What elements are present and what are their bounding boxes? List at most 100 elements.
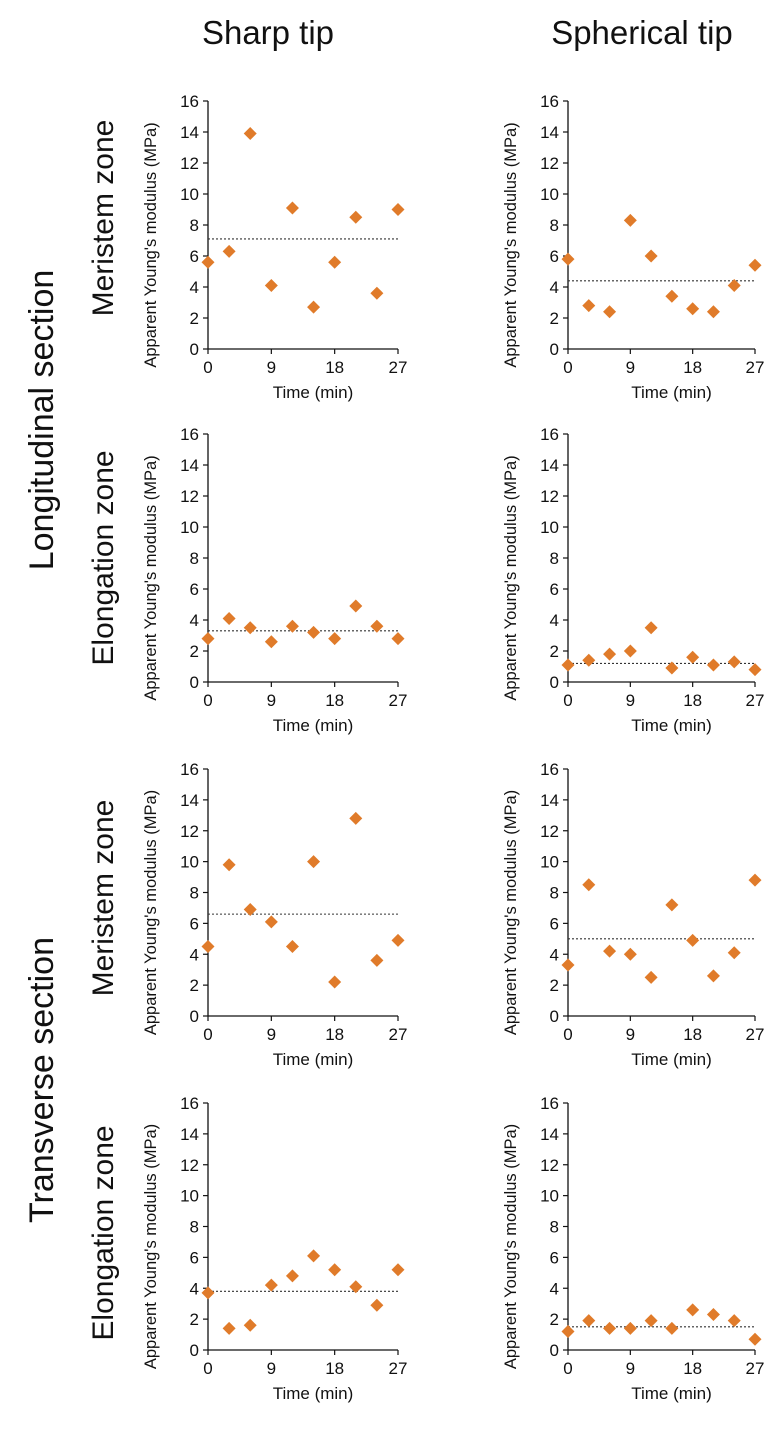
x-tick-label: 18	[683, 358, 702, 377]
data-point	[328, 255, 342, 269]
x-tick-label: 9	[267, 358, 276, 377]
y-tick-label: 10	[540, 518, 559, 537]
y-tick-label: 6	[550, 914, 559, 933]
data-point	[264, 1278, 278, 1292]
data-point	[644, 249, 658, 263]
data-point	[307, 625, 321, 639]
x-tick-label: 18	[325, 1359, 344, 1378]
data-point	[623, 947, 637, 961]
x-tick-label: 9	[267, 1025, 276, 1044]
data-point	[644, 621, 658, 635]
y-tick-label: 2	[550, 976, 559, 995]
x-tick-label: 0	[563, 691, 572, 710]
data-point	[370, 619, 384, 633]
data-point	[201, 632, 215, 646]
column-title-sharp: Sharp tip	[201, 14, 335, 51]
chart-trans-mer-sph: 0 2 4 6 8 10 12 14 16 0 9 18 27 Time (min) Apparent Yo…	[502, 760, 764, 1069]
y-tick-label: 8	[550, 216, 559, 235]
data-point	[201, 1286, 215, 1300]
x-tick-label: 18	[325, 691, 344, 710]
data-point	[665, 898, 679, 912]
data-point	[391, 203, 405, 216]
data-point	[285, 1269, 299, 1283]
data-point	[264, 635, 278, 649]
data-point	[349, 811, 363, 825]
x-tick-label: 0	[563, 358, 572, 377]
x-tick-label: 27	[389, 358, 408, 377]
y-tick-label: 12	[180, 822, 199, 841]
x-tick-label: 0	[563, 1359, 572, 1378]
y-tick-label: 12	[540, 154, 559, 173]
y-tick-label: 6	[550, 247, 559, 266]
x-axis-label: Time (min)	[631, 716, 712, 735]
y-tick-label: 4	[190, 1279, 199, 1298]
x-tick-label: 27	[746, 691, 765, 710]
data-point	[222, 858, 236, 872]
y-tick-label: 4	[190, 278, 199, 297]
y-tick-label: 16	[180, 760, 199, 779]
y-tick-label: 2	[550, 642, 559, 661]
data-point	[307, 1249, 321, 1263]
y-tick-label: 6	[190, 914, 199, 933]
y-tick-label: 10	[180, 185, 199, 204]
y-tick-label: 8	[190, 884, 199, 903]
y-tick-label: 10	[540, 853, 559, 872]
x-tick-label: 9	[626, 358, 635, 377]
y-tick-label: 16	[540, 425, 559, 444]
y-tick-label: 14	[540, 791, 559, 810]
y-tick-label: 14	[180, 123, 199, 142]
data-point	[285, 940, 299, 954]
y-tick-label: 14	[180, 791, 199, 810]
data-point	[328, 1263, 342, 1277]
x-tick-label: 18	[683, 1025, 702, 1044]
y-tick-label: 10	[540, 185, 559, 204]
y-tick-label: 8	[190, 549, 199, 568]
y-tick-label: 8	[550, 1218, 559, 1237]
x-tick-label: 27	[389, 691, 408, 710]
y-tick-label: 16	[180, 1094, 199, 1113]
y-tick-label: 2	[550, 309, 559, 328]
data-point	[727, 946, 741, 960]
y-tick-label: 4	[190, 611, 199, 630]
y-tick-label: 6	[550, 1248, 559, 1267]
data-point	[603, 647, 617, 661]
y-tick-label: 2	[190, 976, 199, 995]
y-tick-label: 12	[180, 154, 199, 173]
data-point	[307, 300, 321, 314]
y-tick-label: 2	[190, 642, 199, 661]
x-tick-label: 9	[626, 1025, 635, 1044]
data-point	[644, 970, 658, 984]
y-tick-label: 0	[190, 1007, 199, 1026]
data-point	[391, 632, 405, 646]
data-point	[370, 1298, 384, 1312]
data-point	[201, 255, 215, 269]
y-tick-label: 6	[190, 580, 199, 599]
data-point	[370, 286, 384, 300]
chart-long-mer-sharp: 0 2 4 6 8 10 12 14 16 0 9 18 27 Time (min) Apparent Yo…	[142, 92, 407, 402]
data-point	[727, 278, 741, 292]
x-tick-label: 9	[267, 691, 276, 710]
y-tick-label: 6	[550, 580, 559, 599]
y-tick-label: 16	[540, 760, 559, 779]
data-point	[727, 1314, 741, 1328]
x-tick-label: 18	[325, 358, 344, 377]
y-tick-label: 16	[180, 425, 199, 444]
data-point	[222, 1321, 236, 1335]
y-tick-label: 4	[550, 611, 559, 630]
x-axis-label: Time (min)	[273, 383, 354, 402]
y-tick-label: 4	[550, 278, 559, 297]
y-tick-label: 2	[190, 1310, 199, 1329]
data-point	[623, 213, 637, 227]
data-point	[706, 969, 720, 983]
y-tick-label: 4	[550, 945, 559, 964]
data-point	[561, 252, 575, 266]
y-tick-label: 10	[180, 853, 199, 872]
data-point	[706, 1307, 720, 1321]
y-tick-label: 2	[190, 309, 199, 328]
y-axis-label: Apparent Young's modulus (MPa)	[142, 1124, 160, 1369]
y-axis-label: Apparent Young's modulus (MPa)	[142, 122, 160, 367]
data-point	[561, 1324, 575, 1338]
data-point	[665, 289, 679, 303]
